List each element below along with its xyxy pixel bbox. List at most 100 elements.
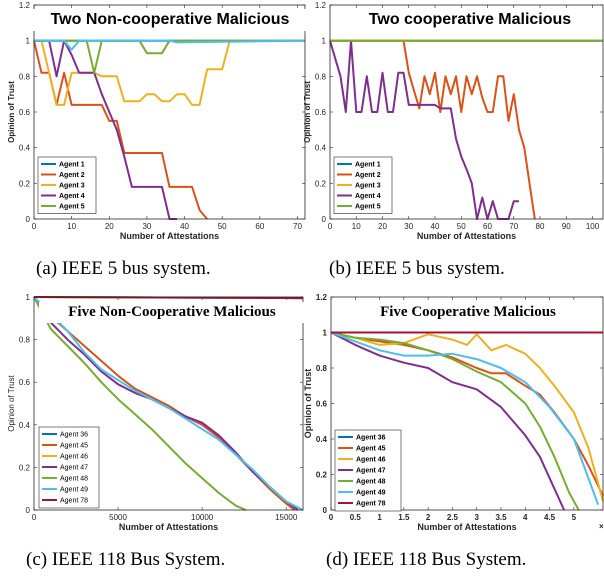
axes-box [33, 4, 306, 220]
x-tick-label: 3.5 [495, 513, 507, 522]
y-tick-label: 0.8 [19, 336, 31, 345]
y-tick-label: 0.6 [315, 108, 327, 117]
chart-panel-4: 0 0.5 1 1.5 2 2.5 3 3.5 4 4.5 5 0 0.2 0.4 0.6 0.8 1 1.2 Fi… [303, 293, 604, 532]
series-line-6 [34, 39, 306, 51]
y-axis-label: Opinion of Trust [7, 374, 16, 431]
y-tick-label: 1 [26, 293, 31, 302]
y-tick-label: 0.2 [316, 471, 328, 480]
x-axis-label: Number of Attestations [120, 231, 219, 241]
legend-label: Agent 5 [355, 204, 381, 211]
legend-label: Agent 49 [60, 487, 88, 494]
y-tick-label: 0.6 [19, 378, 31, 387]
x-tick-label: 30 [404, 222, 413, 231]
x-exponent-label: ×10⁴ [599, 522, 604, 531]
x-tick-label: 5 [572, 513, 577, 522]
x-tick-label: 70 [293, 222, 302, 231]
title-background [39, 302, 305, 323]
title-background [351, 302, 585, 323]
y-tick-label: 0 [322, 215, 327, 224]
x-tick-label: 0 [328, 222, 333, 231]
x-tick-label: 10 [67, 222, 76, 231]
x-tick-label: 50 [457, 222, 466, 231]
y-axis-label: Opinion of Trust [7, 81, 16, 143]
x-tick-label: 1 [377, 513, 382, 522]
x-tick-label: 60 [483, 222, 492, 231]
y-axis-label: Opinion of Trust [303, 81, 312, 143]
legend-label: Agent 48 [60, 476, 88, 483]
y-tick-label: 0.4 [315, 144, 327, 153]
axes-box [33, 296, 304, 511]
axes-box [329, 4, 604, 220]
y-tick-label: 0.6 [19, 108, 31, 117]
series-line-6 [33, 296, 304, 511]
series-line-4 [329, 39, 519, 220]
legend-label: Agent 1 [355, 162, 381, 169]
y-tick-label: 0.4 [316, 435, 328, 444]
y-tick-label: 0.2 [19, 179, 31, 188]
x-tick-label: 10 [352, 222, 361, 231]
x-tick-label: 90 [562, 222, 571, 231]
legend-label: Agent 4 [59, 193, 85, 200]
x-tick-label: 30 [142, 222, 151, 231]
x-tick-label: 5000 [109, 513, 127, 522]
y-tick-label: 1 [26, 37, 31, 46]
y-tick-label: 0 [323, 506, 328, 515]
caption-d: (d) IEEE 118 Bus System. [326, 549, 527, 570]
legend-label: Agent 47 [60, 465, 88, 472]
chart-title: Five Non-Cooperative Malicious [68, 304, 276, 320]
caption-a: (a) IEEE 5 bus system. [36, 258, 211, 279]
x-tick-label: 10000 [191, 513, 214, 522]
y-tick-label: 0.4 [19, 144, 31, 153]
chart-panel-2: 0 10 20 30 40 50 60 70 80 90 100 0 0.2 0.4 0.6 0.8 1 1.2 T… [303, 1, 604, 241]
y-tick-label: 1 [322, 37, 327, 46]
x-axis-label: Number of Attestations [119, 522, 218, 532]
legend-label: Agent 45 [60, 443, 88, 450]
y-tick-label: 1.2 [315, 1, 327, 10]
x-tick-label: 2 [426, 513, 431, 522]
legend-label: Agent 1 [59, 162, 85, 169]
series-line-3 [34, 39, 305, 106]
x-axis-label: Number of Attestations [417, 522, 516, 532]
legend-label: Agent 4 [355, 193, 381, 200]
caption-c: (c) IEEE 118 Bus System. [26, 549, 226, 570]
y-tick-label: 1.2 [19, 1, 31, 10]
chart-title: Two Non-cooperative Malicious [51, 11, 290, 28]
y-tick-label: 0 [26, 215, 31, 224]
y-tick-label: 0.8 [315, 72, 327, 81]
legend-label: Agent 46 [356, 457, 386, 464]
series-line-4 [34, 39, 177, 220]
series-line-2 [330, 39, 536, 220]
x-tick-label: 80 [536, 222, 545, 231]
series-line-5 [330, 331, 580, 511]
x-tick-label: 20 [105, 222, 114, 231]
axes-box [330, 296, 604, 511]
y-tick-label: 0 [26, 506, 31, 515]
chart-panel-1: 0 10 20 30 40 50 60 70 0 0.2 0.4 0.6 0.8 1 1.2 Two Non-… [7, 1, 307, 241]
y-tick-label: 0.2 [315, 179, 327, 188]
x-tick-label: 0 [329, 513, 334, 522]
series-line-3 [330, 331, 604, 502]
chart-title: Five Cooperative Malicious [380, 304, 556, 320]
x-tick-label: 40 [431, 222, 440, 231]
legend-label: Agent 46 [60, 454, 88, 461]
y-tick-label: 0.8 [316, 364, 328, 373]
y-tick-label: 0.8 [19, 72, 31, 81]
legend-label: Agent 36 [356, 435, 386, 442]
chart-panel-3: 0 5000 10000 15000 0 0.2 0.4 0.6 0.8 1 Five Non-Co… [7, 293, 305, 532]
x-tick-label: 70 [509, 222, 518, 231]
chart-title: Two cooperative Malicious [369, 11, 572, 28]
y-tick-label: 1.2 [316, 293, 328, 302]
legend-label: Agent 3 [355, 183, 381, 190]
y-axis-label: Opinion of Trust [303, 369, 313, 439]
legend-label: Agent 47 [356, 468, 386, 475]
caption-b: (b) IEEE 5 bus system. [329, 258, 505, 279]
x-tick-label: 1.5 [398, 513, 410, 522]
y-tick-label: 0.6 [316, 400, 328, 409]
legend-label: Agent 78 [60, 498, 88, 505]
title-background [33, 9, 307, 31]
series-line-4 [330, 331, 566, 511]
series-line-5 [33, 296, 247, 511]
x-tick-label: 15000 [275, 513, 298, 522]
